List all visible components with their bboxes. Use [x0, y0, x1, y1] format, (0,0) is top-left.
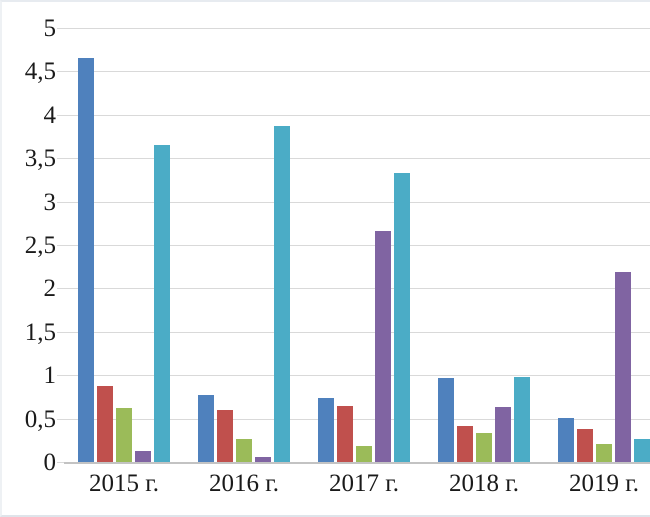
bar-teal — [634, 439, 650, 462]
gridline — [64, 28, 650, 29]
bar-teal — [154, 145, 170, 462]
y-axis-tick — [57, 245, 64, 246]
bar-purple — [375, 231, 391, 462]
gridline — [64, 115, 650, 116]
y-axis-tick — [57, 158, 64, 159]
bar-purple — [615, 272, 631, 462]
bar-purple — [255, 457, 271, 462]
y-axis-tick — [57, 71, 64, 72]
bar-blue — [558, 418, 574, 462]
y-axis-tick — [57, 202, 64, 203]
gridline — [64, 332, 650, 333]
gridline — [64, 419, 650, 420]
gridline — [64, 288, 650, 289]
bar-teal — [274, 126, 290, 462]
bar-red — [97, 386, 113, 462]
bar-green — [116, 408, 132, 462]
y-axis-label: 4,5 — [24, 58, 56, 85]
x-axis-label: 2015 г. — [89, 470, 159, 497]
bar-blue — [318, 398, 334, 462]
y-axis-tick — [57, 288, 64, 289]
x-axis-baseline — [64, 462, 650, 464]
y-axis-tick — [57, 375, 64, 376]
bar-red — [337, 406, 353, 462]
bar-teal — [514, 377, 530, 462]
y-axis-label: 5 — [43, 15, 57, 42]
y-axis-label: 1,5 — [24, 319, 56, 346]
x-axis-label: 2017 г. — [329, 470, 399, 497]
y-axis-label: 1 — [43, 362, 57, 389]
bar-blue — [78, 58, 94, 462]
gridline — [64, 245, 650, 246]
y-axis-tick — [57, 332, 64, 333]
y-axis-tick — [57, 462, 64, 463]
bar-red — [457, 426, 473, 462]
y-axis-tick — [57, 28, 64, 29]
gridline — [64, 375, 650, 376]
y-axis-label: 3 — [43, 189, 57, 216]
gridline — [64, 158, 650, 159]
x-axis-label: 2016 г. — [209, 470, 279, 497]
bar-blue — [198, 395, 214, 462]
bar-green — [596, 444, 612, 462]
bar-purple — [495, 407, 511, 462]
gridline — [64, 71, 650, 72]
y-axis-label: 0 — [43, 449, 57, 476]
y-axis-label: 0,5 — [24, 406, 56, 433]
y-axis-tick — [57, 419, 64, 420]
bar-purple — [135, 451, 151, 462]
y-axis-label: 2 — [43, 275, 57, 302]
bar-green — [476, 433, 492, 462]
bar-green — [356, 446, 372, 462]
bar-green — [236, 439, 252, 462]
bar-red — [577, 429, 593, 462]
x-axis-label: 2019 г. — [569, 470, 639, 497]
gridline — [64, 202, 650, 203]
y-axis-label: 4 — [43, 102, 57, 129]
y-axis-label: 2,5 — [24, 232, 56, 259]
bar-red — [217, 410, 233, 462]
bar-teal — [394, 173, 410, 462]
y-axis-label: 3,5 — [24, 145, 56, 172]
x-axis-label: 2018 г. — [449, 470, 519, 497]
bar-blue — [438, 378, 454, 462]
y-axis-tick — [57, 115, 64, 116]
